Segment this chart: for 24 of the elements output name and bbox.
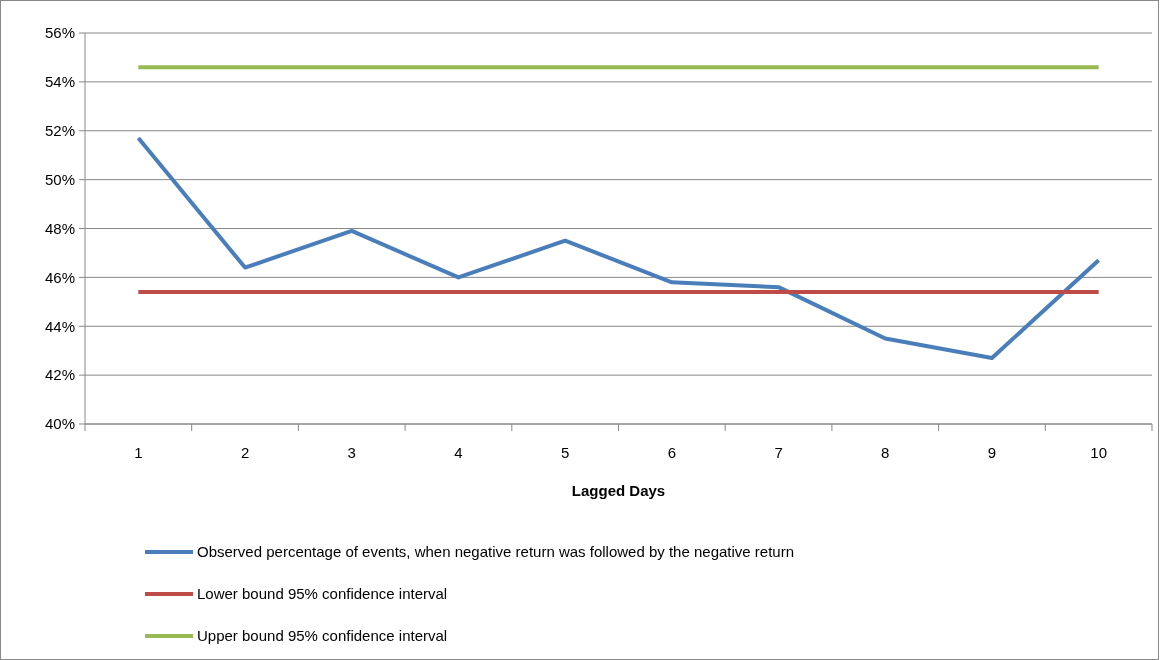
x-tick-label: 6 [667, 444, 677, 461]
x-tick-label: 10 [1090, 444, 1107, 461]
y-tick-label: 48% [44, 219, 75, 237]
x-tick-label: 2 [240, 444, 250, 461]
x-tick-label: 7 [774, 444, 783, 461]
y-tick-label: 40% [44, 415, 75, 433]
legend-label: Observed percentage of events, when negative return was followed by the negative return [197, 543, 795, 561]
x-tick-label: 9 [987, 444, 997, 461]
line-series [136, 136, 1101, 361]
x-tick-label: 4 [454, 444, 463, 461]
x-tick-label: 3 [347, 444, 356, 461]
x-axis-title: Lagged Days [571, 482, 666, 499]
y-tick-label: 44% [44, 317, 75, 335]
y-tick-label: 56% [44, 24, 75, 42]
y-tick-label: 46% [44, 268, 75, 286]
y-tick-label: 52% [44, 122, 75, 139]
x-tick-label: 8 [881, 444, 890, 461]
x-tick-label: 1 [134, 444, 143, 461]
legend-label: Upper bound 95% confidence interval [197, 627, 448, 645]
legend-label: Lower bound 95% confidence interval [197, 585, 448, 603]
y-tick-label: 54% [44, 73, 75, 91]
y-tick-label: 42% [44, 366, 75, 384]
y-tick-label: 50% [44, 170, 75, 188]
x-tick-label: 5 [560, 444, 570, 461]
